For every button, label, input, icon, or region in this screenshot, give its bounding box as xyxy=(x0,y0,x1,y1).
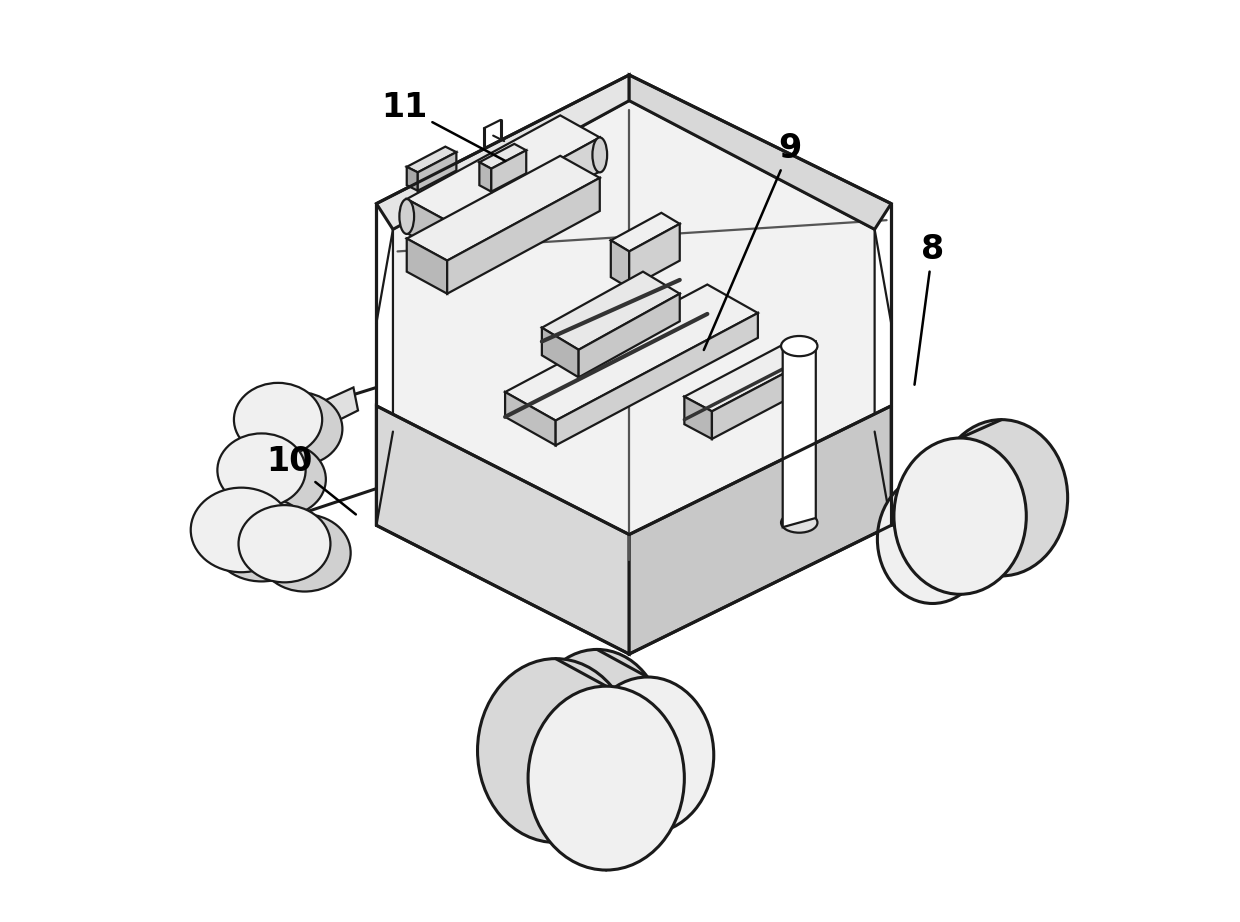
Polygon shape xyxy=(491,150,526,192)
Polygon shape xyxy=(629,224,680,289)
Ellipse shape xyxy=(254,392,342,466)
Polygon shape xyxy=(407,115,600,221)
Polygon shape xyxy=(377,406,629,654)
Polygon shape xyxy=(782,341,816,527)
Polygon shape xyxy=(611,241,629,289)
Text: 9: 9 xyxy=(704,132,802,350)
Polygon shape xyxy=(407,147,456,172)
Polygon shape xyxy=(407,199,448,255)
Polygon shape xyxy=(407,239,448,294)
Ellipse shape xyxy=(582,677,714,833)
Ellipse shape xyxy=(528,686,684,870)
Ellipse shape xyxy=(919,456,1029,585)
Polygon shape xyxy=(892,516,924,572)
Ellipse shape xyxy=(781,336,817,356)
Ellipse shape xyxy=(935,420,1068,576)
Ellipse shape xyxy=(894,438,1027,595)
Text: 10: 10 xyxy=(265,444,356,514)
Polygon shape xyxy=(303,387,358,433)
Ellipse shape xyxy=(234,383,322,456)
Polygon shape xyxy=(712,358,813,439)
Polygon shape xyxy=(480,144,526,169)
Ellipse shape xyxy=(593,137,608,172)
Text: 8: 8 xyxy=(915,233,944,384)
Polygon shape xyxy=(542,272,680,349)
Ellipse shape xyxy=(781,513,817,533)
Polygon shape xyxy=(629,406,892,654)
Ellipse shape xyxy=(191,488,291,573)
Polygon shape xyxy=(684,396,712,439)
Polygon shape xyxy=(480,162,491,192)
Polygon shape xyxy=(407,167,418,191)
Polygon shape xyxy=(629,75,892,230)
Ellipse shape xyxy=(531,649,663,806)
Ellipse shape xyxy=(217,433,305,507)
Ellipse shape xyxy=(238,505,330,583)
Text: 11: 11 xyxy=(381,90,506,161)
Ellipse shape xyxy=(878,475,988,604)
Polygon shape xyxy=(556,313,758,445)
Polygon shape xyxy=(684,343,813,411)
Polygon shape xyxy=(377,75,629,230)
Polygon shape xyxy=(393,100,874,561)
Polygon shape xyxy=(407,156,600,261)
Ellipse shape xyxy=(399,199,414,234)
Polygon shape xyxy=(579,294,680,377)
Ellipse shape xyxy=(477,658,634,843)
Polygon shape xyxy=(448,178,600,294)
Polygon shape xyxy=(542,327,579,377)
Ellipse shape xyxy=(238,443,326,516)
Polygon shape xyxy=(448,137,600,255)
Ellipse shape xyxy=(211,497,312,582)
Polygon shape xyxy=(418,152,456,191)
Polygon shape xyxy=(505,392,556,445)
Ellipse shape xyxy=(259,514,351,592)
Polygon shape xyxy=(505,285,758,420)
Polygon shape xyxy=(611,213,680,252)
